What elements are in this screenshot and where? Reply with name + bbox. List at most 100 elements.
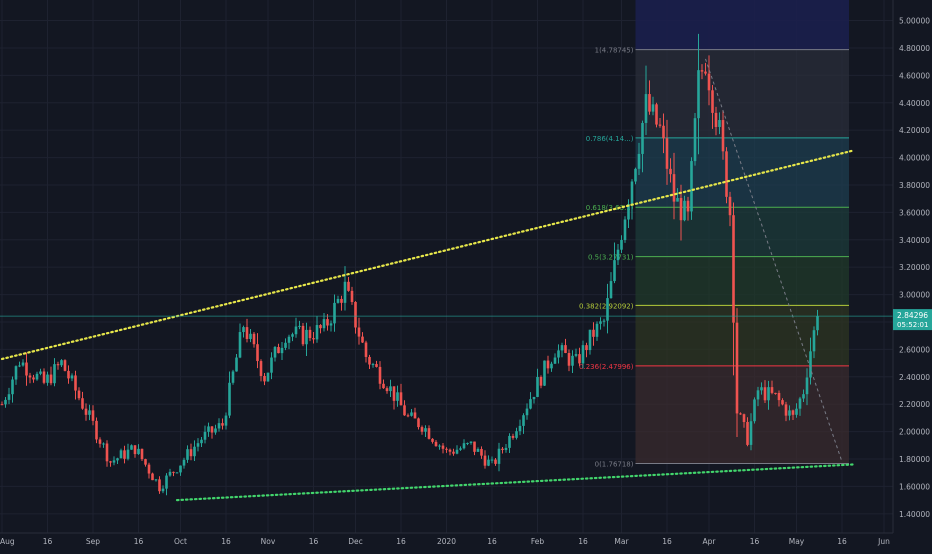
candle-body [235,357,238,372]
y-tick-label: 3.80000 [899,181,930,190]
candle-body [354,301,357,328]
candle-body [60,360,63,366]
y-tick-label: 1.40000 [899,510,930,519]
fib-zone [635,256,849,306]
candle-body [588,329,592,351]
candle-body [581,345,585,364]
candle-body [413,412,417,419]
candle-body [347,281,350,291]
candle-body [410,412,413,416]
y-tick-label: 2.20000 [899,400,930,409]
x-tick-label: 16 [487,537,497,546]
candle-body [546,360,550,369]
candle-body [721,120,725,152]
y-tick-label: 2.00000 [899,428,930,437]
fib-level-label: 1(4.78745) [595,47,634,55]
y-tick-label: 3.20000 [899,263,930,272]
time-axis [0,533,932,550]
candle-body [151,473,154,481]
candle-body [725,151,728,197]
candle-body [445,448,448,450]
candle-body [536,377,539,397]
candle-body [147,464,151,474]
x-tick-label: May [789,537,805,546]
candle-body [91,410,95,421]
candle-body [420,427,424,432]
candle-body [67,370,70,379]
candle-body [655,104,658,125]
x-tick-label: Oct [174,537,187,546]
y-tick-label: 2.40000 [899,373,930,382]
candle-body [798,398,802,409]
candle-body [571,355,574,366]
candle-body [494,459,497,464]
candle-body [417,418,420,428]
fib-zone [635,305,849,366]
candle-body [627,204,630,220]
candle-body [357,327,361,337]
fib-level-label: 0.5(3.27731) [588,254,634,262]
candle-body [126,449,130,459]
candle-body [791,410,795,415]
y-tick-label: 2.60000 [899,345,930,354]
fib-zone [635,49,849,138]
candle-body [697,70,700,119]
candle-body [189,449,193,457]
candle-body [46,374,49,383]
candle-body [98,439,102,444]
candle-body [130,445,133,450]
candle-body [749,421,753,445]
candle-body [287,336,291,343]
candles [0,33,819,496]
candle-body [7,394,11,400]
candle-body [630,181,634,205]
candle-body [434,441,438,447]
candle-body [53,364,56,384]
candle-body [203,431,207,440]
candle-body [182,459,186,466]
candle-body [144,459,147,465]
candle-body [711,90,714,113]
candle-body [368,356,371,365]
fib-level-label: 0(1.76718) [595,461,634,469]
candle-body [427,428,431,439]
candle-body [438,445,441,447]
candle-body [343,281,347,303]
candle-body [161,488,165,492]
candle-body [175,472,179,474]
candle-body [459,448,462,450]
x-tick-label: 16 [837,537,847,546]
candle-body [802,394,805,399]
candle-body [333,302,336,324]
candle-body [221,423,224,426]
candle-body [676,198,679,202]
candle-body [280,347,284,354]
candle-body [634,168,637,182]
candle-body [165,475,168,489]
candle-body [665,138,669,169]
candle-body [714,112,718,127]
candle-body [532,396,536,400]
candle-body [623,219,627,240]
candle-body [389,386,392,392]
candle-body [378,366,382,384]
y-tick-label: 4.40000 [899,99,930,108]
candle-body [249,333,252,339]
y-tick-label: 3.00000 [899,291,930,300]
candle-body [606,298,609,321]
candle-body [336,298,340,303]
candle-body [245,327,249,339]
candle-body [651,104,655,112]
candle-body [739,413,742,415]
x-tick-label: 16 [750,537,760,546]
candle-body [560,345,564,351]
candle-body [319,325,322,329]
candle-body [382,383,385,389]
candle-body [585,345,588,351]
candle-body [578,354,581,364]
candle-body [322,319,326,329]
x-tick-label: Feb [531,537,545,546]
candle-body [326,319,329,326]
